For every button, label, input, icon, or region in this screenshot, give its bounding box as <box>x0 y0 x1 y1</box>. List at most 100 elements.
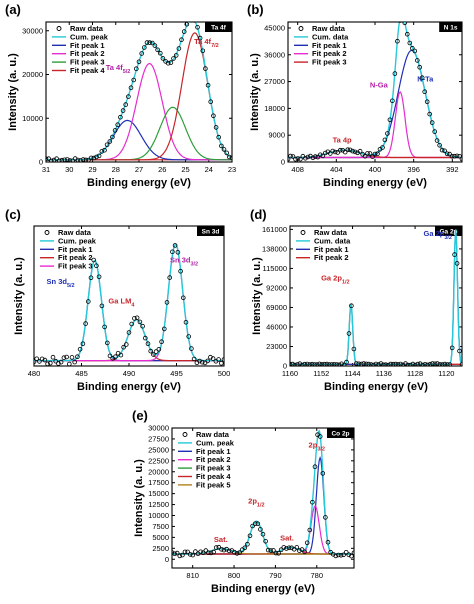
raw-data-point <box>424 99 430 104</box>
raw-data-point <box>310 155 316 161</box>
raw-data-point <box>286 545 292 551</box>
raw-data-point <box>338 552 344 558</box>
raw-data-point <box>61 355 67 361</box>
x-tick-label: 24 <box>205 165 213 174</box>
raw-data-point <box>452 252 457 257</box>
raw-data-point <box>121 344 126 350</box>
raw-data-point <box>75 354 80 360</box>
raw-data-point <box>182 549 188 555</box>
raw-data-point <box>427 361 433 366</box>
raw-data-point <box>102 324 107 330</box>
raw-data-point <box>317 152 323 158</box>
raw-data-point <box>444 151 450 157</box>
raw-data-point <box>205 358 211 364</box>
raw-data-point <box>224 150 230 156</box>
raw-data-point <box>234 551 240 556</box>
x-axis-label: Binding energy (eV) <box>211 583 315 595</box>
raw-data-point <box>412 48 418 54</box>
raw-data-point <box>339 361 344 366</box>
raw-data-point <box>314 362 320 366</box>
peak-annotation: Sn 3d3/2 <box>170 256 198 268</box>
x-tick-label: 25 <box>181 165 189 174</box>
raw-data-point <box>447 362 452 366</box>
raw-data-point <box>42 357 48 363</box>
raw-data-point <box>303 156 308 161</box>
core-level-tag: Sn 3d <box>202 229 220 236</box>
fit-peak-line <box>46 106 232 161</box>
raw-data-point <box>317 361 322 366</box>
legend-marker <box>300 230 306 235</box>
y-tick-label: 25000 <box>148 445 169 454</box>
raw-data-point <box>96 153 102 159</box>
raw-data-point <box>281 545 287 550</box>
raw-data-point <box>198 549 203 555</box>
raw-data-point <box>317 434 323 439</box>
raw-data-point <box>383 362 389 366</box>
raw-data-point <box>167 275 173 280</box>
legend-entry: Raw data <box>314 228 348 237</box>
raw-data-point <box>302 549 307 555</box>
raw-data-point <box>457 154 462 159</box>
x-tick-label: 485 <box>75 369 88 378</box>
raw-data-point <box>372 151 378 157</box>
raw-data-point <box>345 147 351 153</box>
raw-data-point <box>221 147 227 152</box>
raw-data-point <box>373 361 379 366</box>
plot-area <box>288 22 462 162</box>
raw-data-point <box>197 35 203 41</box>
raw-data-point <box>403 361 408 366</box>
raw-data-point <box>129 321 135 327</box>
raw-data-point <box>335 150 341 155</box>
raw-data-point <box>140 323 145 329</box>
raw-data-point <box>410 361 416 366</box>
raw-data-point <box>255 521 261 526</box>
x-tick-label: 810 <box>186 571 199 580</box>
raw-data-point <box>265 547 271 553</box>
x-tick-label: 29 <box>88 165 96 174</box>
raw-data-point <box>409 45 415 51</box>
raw-data-point <box>454 153 460 159</box>
raw-data-point <box>375 151 380 157</box>
raw-data-point <box>148 348 154 354</box>
raw-data-point <box>88 155 94 161</box>
raw-data-point <box>189 346 194 351</box>
y-tick-label: 92000 <box>266 283 287 292</box>
x-tick-label: 480 <box>28 369 41 378</box>
raw-data-point <box>427 111 433 117</box>
raw-data-point <box>195 24 200 30</box>
fit-peak-line <box>46 119 232 161</box>
raw-data-point <box>53 358 58 364</box>
raw-data-point <box>304 361 310 366</box>
raw-data-point <box>381 362 386 366</box>
y-tick-label: 2500 <box>152 544 169 553</box>
raw-data-point <box>205 82 211 88</box>
x-tick-label: 23 <box>228 165 236 174</box>
legend-entry: Raw data <box>312 24 346 33</box>
raw-data-point <box>67 158 73 162</box>
raw-data-point <box>398 22 402 23</box>
raw-data-point <box>72 359 77 365</box>
raw-data-point <box>346 331 352 336</box>
raw-data-point <box>342 149 348 155</box>
core-level-tag-box <box>327 428 354 438</box>
x-tick-label: 27 <box>135 165 143 174</box>
raw-data-point <box>362 153 368 159</box>
legend-entry: Fit peak 2 <box>196 455 231 464</box>
raw-data-point <box>385 131 390 136</box>
x-tick-label: 790 <box>269 571 282 580</box>
raw-data-point <box>152 43 158 48</box>
panel-e: (e) Co 2p 810 800 790 780 0 2500 5000 7500 10000 12… <box>132 408 355 595</box>
raw-data-point <box>174 550 180 556</box>
x-tick-label: 26 <box>158 165 166 174</box>
panel-label: (d) <box>250 207 267 222</box>
raw-data-point <box>322 150 328 156</box>
raw-data-point <box>86 299 91 304</box>
y-tick-label: 0 <box>283 362 287 371</box>
core-level-tag: N 1s <box>444 25 458 32</box>
raw-data-point <box>62 157 67 162</box>
raw-data-point <box>417 64 423 70</box>
y-tick-label: 10000 <box>22 114 43 123</box>
peak-annotation: Ta 4p <box>333 136 352 145</box>
